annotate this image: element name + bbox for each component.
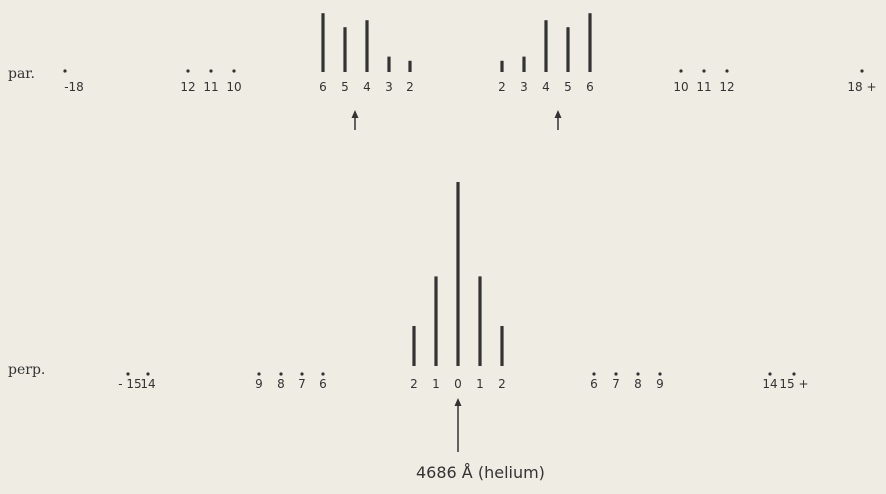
- par-label-15: 11: [696, 80, 711, 94]
- perp-row-label: perp.: [8, 362, 46, 378]
- perp-label-12: 7: [612, 377, 620, 391]
- perp-line-9: [478, 276, 482, 366]
- par-label-17: 18 +: [847, 80, 876, 94]
- par-label-16: 12: [719, 80, 734, 94]
- perp-label-4: 7: [298, 377, 306, 391]
- par-line-10: [522, 56, 526, 72]
- perp-dot-2: [257, 372, 261, 376]
- perp-line-7: [434, 276, 438, 366]
- perp-dot-14: [658, 372, 662, 376]
- perp-label-16: 15 +: [779, 377, 808, 391]
- par-dot-16: [725, 69, 729, 73]
- perp-label-8: 0: [454, 377, 462, 391]
- par-label-8: 2: [406, 80, 414, 94]
- par-dot-2: [209, 69, 213, 73]
- par-dot-1: [186, 69, 190, 73]
- par-dot-3: [232, 69, 236, 73]
- perp-line-8: [456, 182, 460, 366]
- par-label-12: 5: [564, 80, 572, 94]
- perp-dot-13: [636, 372, 640, 376]
- par-label-9: 2: [498, 80, 506, 94]
- par-line-5: [343, 27, 347, 72]
- perp-label-10: 2: [498, 377, 506, 391]
- par-label-7: 3: [385, 80, 393, 94]
- perp-label-9: 1: [476, 377, 484, 391]
- perp-label-5: 6: [319, 377, 327, 391]
- par-dot-14: [679, 69, 683, 73]
- par-line-8: [408, 60, 412, 72]
- perp-dot-15: [768, 372, 772, 376]
- perp-label-13: 8: [634, 377, 642, 391]
- perp-dot-4: [300, 372, 304, 376]
- perp-label-0: - 15: [118, 377, 141, 391]
- perp-label-2: 9: [255, 377, 263, 391]
- par-components: -18 12 11 10 6 5 4 3 2 2 3 4 5 6 10 11 12 18 +: [63, 13, 877, 94]
- par-label-0: -18: [64, 80, 84, 94]
- par-line-9: [500, 60, 504, 72]
- par-label-11: 4: [542, 80, 550, 94]
- perp-line-6: [412, 326, 416, 366]
- par-label-10: 3: [520, 80, 528, 94]
- perp-dot-1: [146, 372, 150, 376]
- par-line-13: [588, 13, 592, 72]
- perp-label-15: 14: [762, 377, 777, 391]
- par-line-12: [566, 27, 570, 72]
- par-line-7: [387, 56, 391, 72]
- perp-dot-0: [126, 372, 130, 376]
- perp-dot-3: [279, 372, 283, 376]
- arrows: [351, 110, 562, 452]
- par-label-3: 10: [226, 80, 241, 94]
- par-label-6: 4: [363, 80, 371, 94]
- helium-arrow-head: [454, 398, 462, 406]
- perp-dot-16: [792, 372, 796, 376]
- perp-label-3: 8: [277, 377, 285, 391]
- perp-label-6: 2: [410, 377, 418, 391]
- par-row-label: par.: [8, 66, 35, 82]
- perp-line-10: [500, 326, 504, 366]
- perp-label-14: 9: [656, 377, 664, 391]
- par-dot-17: [860, 69, 864, 73]
- helium-wavelength-label: 4686 Å (helium): [416, 463, 545, 482]
- par-label-1: 12: [180, 80, 195, 94]
- par-label-5: 5: [341, 80, 349, 94]
- perp-dot-11: [592, 372, 596, 376]
- perp-label-7: 1: [432, 377, 440, 391]
- par-label-13: 6: [586, 80, 594, 94]
- par-arrow-left-head: [351, 110, 359, 118]
- perp-dot-12: [614, 372, 618, 376]
- perp-dot-5: [321, 372, 325, 376]
- par-line-11: [544, 20, 548, 72]
- par-line-6: [365, 20, 369, 72]
- par-dot-0: [63, 69, 67, 73]
- par-label-2: 11: [203, 80, 218, 94]
- par-arrow-right-head: [554, 110, 562, 118]
- perp-label-1: 14: [140, 377, 155, 391]
- par-line-4: [321, 13, 325, 72]
- par-label-14: 10: [673, 80, 688, 94]
- par-label-4: 6: [319, 80, 327, 94]
- par-dot-15: [702, 69, 706, 73]
- perp-label-11: 6: [590, 377, 598, 391]
